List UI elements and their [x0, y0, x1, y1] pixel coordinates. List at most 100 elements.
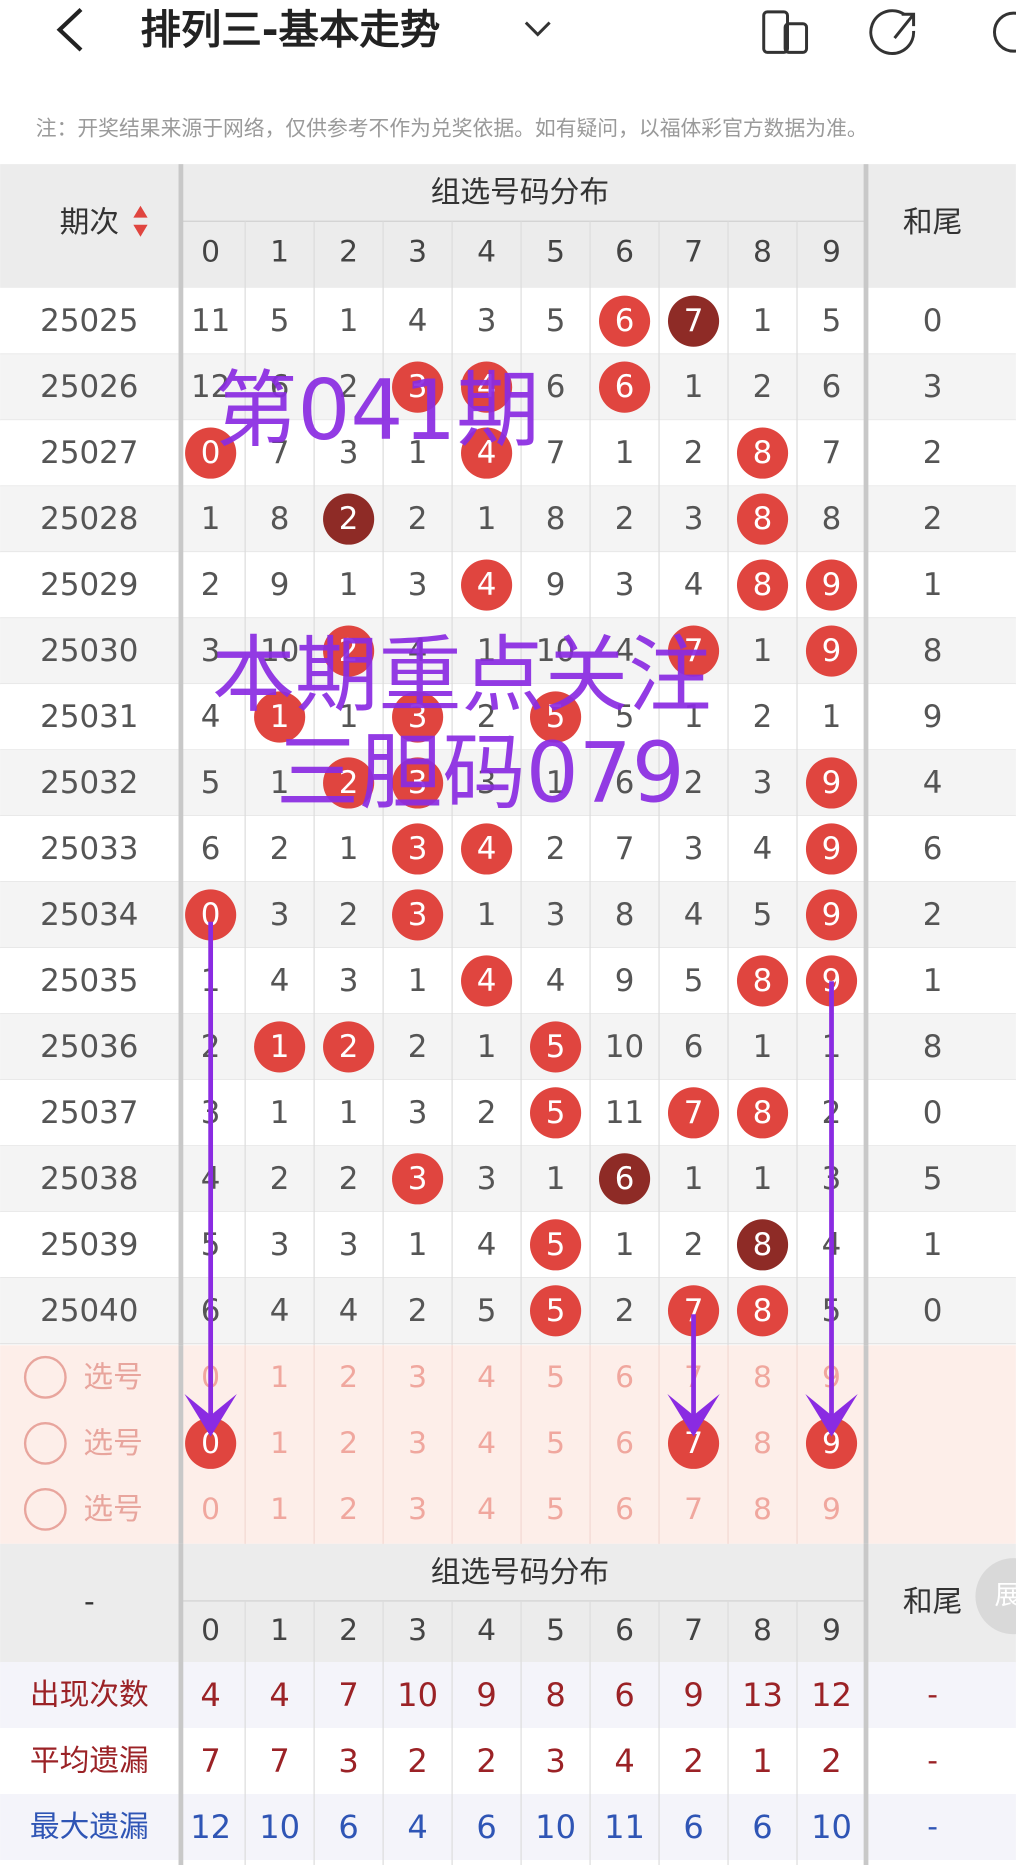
pick-digit[interactable]: 2: [339, 1492, 358, 1527]
omission: 9: [615, 963, 635, 999]
omission: 4: [270, 963, 290, 999]
pick-radio[interactable]: [23, 1421, 67, 1465]
digit-header: 5: [546, 235, 565, 270]
pick-digit[interactable]: 8: [753, 1426, 772, 1461]
omission: 3: [477, 1161, 497, 1197]
pick-digit[interactable]: 7: [684, 1426, 703, 1461]
omission: 3: [339, 1227, 359, 1263]
hit-number: 6: [615, 369, 635, 405]
pick-label: 选号: [83, 1492, 142, 1527]
pick-digit[interactable]: 9: [822, 1492, 841, 1527]
pick-digit[interactable]: 5: [546, 1426, 565, 1461]
pick-digit[interactable]: 3: [408, 1426, 427, 1461]
pick-digit[interactable]: 5: [546, 1492, 565, 1527]
omission: 2: [477, 1095, 497, 1131]
omission: 2: [270, 831, 290, 867]
summary-value: 10: [259, 1808, 300, 1846]
omission: 2: [684, 765, 704, 801]
omission: 5: [477, 1293, 497, 1329]
omission: 1: [408, 435, 428, 471]
pick-digit[interactable]: 1: [270, 1426, 289, 1461]
pick-label: 选号: [83, 1426, 142, 1461]
hit-number: 6: [615, 1161, 635, 1197]
annotation-text: 第041期: [214, 362, 539, 459]
pick-digit[interactable]: 2: [339, 1360, 358, 1395]
icon-settings[interactable]: [992, 11, 1016, 53]
omission: 8: [822, 501, 842, 537]
pick-digit[interactable]: 4: [477, 1360, 496, 1395]
dropdown[interactable]: [524, 21, 551, 37]
summary-digit: 4: [477, 1613, 496, 1648]
hit-ball: [185, 427, 237, 479]
pick-digit[interactable]: 1: [270, 1492, 289, 1527]
summary-tail-value: -: [927, 1809, 938, 1844]
sum-tail: 6: [923, 831, 943, 867]
pick-radio[interactable]: [23, 1487, 67, 1531]
pick-digit[interactable]: 6: [615, 1360, 634, 1395]
pick-digit[interactable]: 2: [339, 1426, 358, 1461]
pick-digit[interactable]: 4: [477, 1492, 496, 1527]
digit-header: 2: [339, 235, 358, 270]
hit-ball: [667, 295, 720, 347]
summary-value: 6: [683, 1808, 703, 1846]
pick-digit[interactable]: 9: [822, 1426, 841, 1461]
pick-digit[interactable]: 5: [546, 1360, 565, 1395]
hit-number: 1: [270, 1029, 290, 1065]
hit-ball: [461, 559, 513, 611]
pick-digit[interactable]: 7: [684, 1492, 703, 1527]
omission: 1: [684, 1161, 704, 1197]
hit-number: 3: [408, 699, 428, 735]
omission: 3: [546, 897, 566, 933]
icon-layout[interactable]: [762, 10, 809, 54]
pick-digit[interactable]: 0: [201, 1492, 220, 1527]
omission: 1: [822, 699, 842, 735]
summary-value: 6: [614, 1676, 634, 1714]
hit-ball: [736, 427, 789, 479]
omission: 2: [408, 501, 428, 537]
pick-digit[interactable]: 3: [408, 1492, 427, 1527]
omission: 5: [546, 303, 566, 339]
header-bg: [0, 164, 1016, 288]
omission: 3: [408, 567, 428, 603]
hit-ball: [254, 691, 306, 743]
pick-digit[interactable]: 3: [408, 1360, 427, 1395]
hit-number: 0: [201, 897, 221, 933]
pick-digit[interactable]: 8: [753, 1360, 772, 1395]
hit-ball: [736, 955, 789, 1007]
pick-digit[interactable]: 6: [615, 1426, 634, 1461]
back-button[interactable]: [56, 8, 83, 52]
hit-number: 9: [822, 567, 842, 603]
summary-row-bg: [0, 1793, 1016, 1861]
pick-digit[interactable]: 4: [477, 1426, 496, 1461]
summary-value: 2: [476, 1742, 496, 1780]
summary-label: 最大遗漏: [30, 1809, 149, 1844]
omission: 6: [546, 369, 566, 405]
sum-tail: 1: [923, 1227, 943, 1263]
pick-label: 选号: [83, 1360, 142, 1395]
pick-digit[interactable]: 8: [753, 1492, 772, 1527]
pick-digit[interactable]: 6: [615, 1492, 634, 1527]
omission: 6: [201, 831, 221, 867]
summary-value: 2: [683, 1742, 703, 1780]
omission: 2: [753, 699, 773, 735]
icon-share[interactable]: [869, 9, 916, 55]
sum-tail: 2: [923, 501, 943, 537]
summary-digit: 3: [408, 1613, 427, 1648]
pick-digit[interactable]: 0: [201, 1426, 220, 1461]
hit-ball: [323, 493, 375, 545]
omission: 5: [615, 699, 635, 735]
hit-ball: [530, 691, 582, 743]
hit-number: 9: [822, 897, 842, 933]
expand-button[interactable]: [975, 1558, 1016, 1635]
pick-radio[interactable]: [23, 1355, 67, 1399]
omission: 2: [408, 1293, 428, 1329]
period: 25038: [40, 1161, 138, 1197]
disclaimer: 注：开奖结果来源于网络，仅供参考不作为兑奖依据。如有疑问，以福体彩官方数据为准。: [36, 116, 868, 140]
hit-number: 9: [822, 765, 842, 801]
omission: 2: [684, 1227, 704, 1263]
period: 25031: [40, 699, 138, 735]
pick-digit[interactable]: 1: [270, 1360, 289, 1395]
hit-ball: [805, 625, 858, 677]
